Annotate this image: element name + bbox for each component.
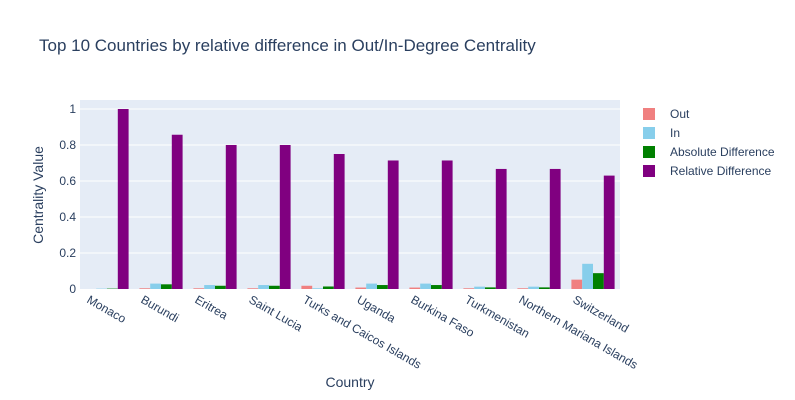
legend[interactable]: Out In Absolute Difference Relative Differe… — [643, 107, 775, 178]
bar[interactable] — [474, 286, 485, 289]
bar[interactable] — [171, 134, 183, 289]
bar[interactable] — [528, 286, 539, 289]
y-tick-label: 0.6 — [59, 174, 76, 188]
bar[interactable] — [495, 168, 507, 289]
y-tick-labels: 0 0.2 0.4 0.6 0.8 1 — [59, 102, 76, 296]
legend-label[interactable]: Absolute Difference — [670, 145, 775, 159]
bar[interactable] — [225, 145, 237, 289]
bar[interactable] — [279, 145, 291, 289]
bar[interactable] — [150, 283, 161, 289]
legend-swatch[interactable] — [643, 165, 655, 177]
bar[interactable] — [463, 288, 475, 289]
bar[interactable] — [312, 288, 323, 289]
y-tick-label: 0.8 — [59, 138, 76, 152]
y-tick-label: 0.4 — [59, 210, 76, 224]
bar[interactable] — [258, 285, 269, 289]
x-axis-title: Country — [325, 374, 374, 390]
bar[interactable] — [485, 287, 496, 289]
bar[interactable] — [409, 287, 421, 289]
y-tick-label: 0.2 — [59, 246, 76, 260]
legend-label[interactable]: In — [670, 126, 680, 140]
bar[interactable] — [571, 279, 583, 289]
chart-title: Top 10 Countries by relative difference … — [39, 36, 536, 55]
y-tick-label: 0 — [69, 282, 76, 296]
bar[interactable] — [117, 109, 129, 289]
bar[interactable] — [366, 283, 377, 289]
bar[interactable] — [301, 285, 313, 289]
gridlines — [80, 108, 620, 254]
bar[interactable] — [323, 286, 334, 289]
bar[interactable] — [269, 285, 280, 289]
bar[interactable] — [387, 160, 399, 289]
bar[interactable] — [582, 263, 593, 289]
bar[interactable] — [431, 285, 442, 289]
bar[interactable] — [333, 154, 345, 289]
x-tick-label: Uganda — [355, 292, 399, 325]
bar[interactable] — [377, 285, 388, 289]
legend-label[interactable]: Out — [670, 107, 690, 121]
bar[interactable] — [603, 175, 615, 289]
legend-label[interactable]: Relative Difference — [670, 164, 771, 178]
bar[interactable] — [539, 287, 550, 289]
bar[interactable] — [549, 168, 561, 289]
y-axis-title: Centrality Value — [30, 146, 46, 244]
bar[interactable] — [420, 283, 431, 289]
bar[interactable] — [139, 288, 151, 289]
bars — [96, 109, 615, 289]
plot-area — [80, 100, 620, 289]
bar[interactable] — [593, 273, 604, 289]
x-tick-label: Burundi — [139, 292, 182, 325]
bar[interactable] — [161, 284, 172, 289]
bar[interactable] — [204, 285, 215, 289]
bar[interactable] — [517, 288, 529, 289]
x-tick-label: Monaco — [85, 292, 129, 326]
bar[interactable] — [355, 287, 367, 289]
legend-swatch[interactable] — [643, 146, 655, 158]
legend-swatch[interactable] — [643, 108, 655, 120]
y-tick-label: 1 — [69, 102, 76, 116]
bar[interactable] — [441, 160, 453, 289]
legend-swatch[interactable] — [643, 127, 655, 139]
bar[interactable] — [193, 288, 205, 289]
x-tick-label: Eritrea — [193, 292, 231, 322]
bar[interactable] — [215, 285, 226, 289]
x-tick-label: Saint Lucia — [247, 292, 306, 334]
bar[interactable] — [247, 288, 259, 289]
